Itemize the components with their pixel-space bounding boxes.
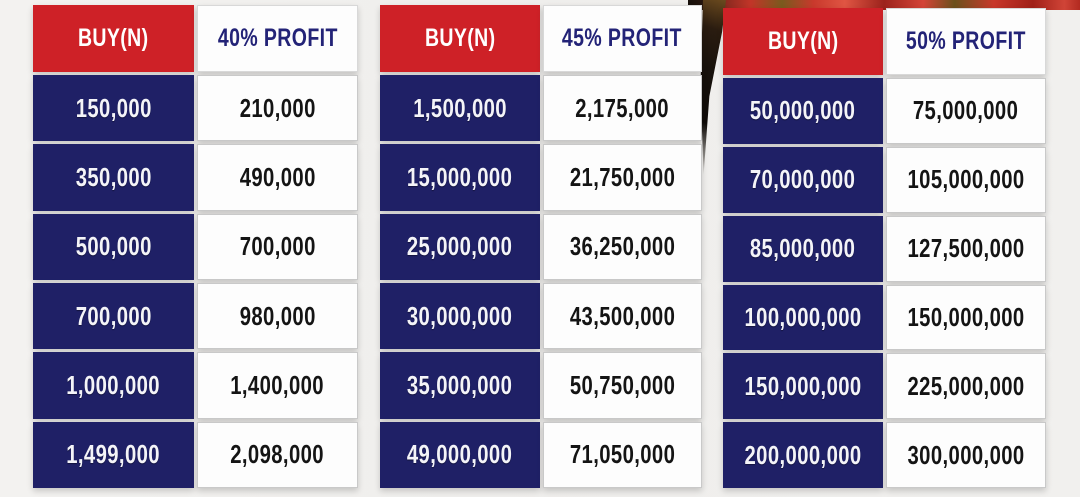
- profit-amount-cell: 50,750,000: [542, 352, 702, 419]
- buy-amount-cell: 70,000,000: [723, 146, 883, 213]
- profit-amount-cell: 150,000,000: [886, 284, 1046, 351]
- buy-amount-cell: 25,000,000: [380, 213, 540, 280]
- buy-amount-cell: 35,000,000: [380, 352, 540, 419]
- profit-table-40: BUY(N) 40% PROFIT 150,000 210,000 350,00…: [33, 5, 358, 488]
- buy-amount-cell: 150,000: [33, 75, 194, 142]
- background-photo-strip: [688, 0, 1080, 10]
- profit-table-45: BUY(N) 45% PROFIT 1,500,000 2,175,000 15…: [380, 5, 702, 488]
- profit-amount-cell: 225,000,000: [886, 353, 1046, 420]
- profit-amount-cell: 43,500,000: [542, 283, 702, 350]
- buy-amount-cell: 1,499,000: [33, 421, 194, 488]
- profit-amount-cell: 75,000,000: [886, 78, 1046, 144]
- profit-amount-cell: 127,500,000: [886, 215, 1046, 282]
- buy-amount-cell: 100,000,000: [723, 284, 883, 351]
- profit-amount-cell: 1,400,000: [197, 352, 358, 419]
- buy-amount-cell: 150,000,000: [723, 353, 883, 420]
- buy-header-cell: BUY(N): [723, 8, 883, 75]
- profit-amount-cell: 490,000: [197, 144, 358, 211]
- buy-header-cell: BUY(N): [380, 5, 540, 72]
- buy-amount-cell: 50,000,000: [723, 78, 883, 144]
- profit-amount-cell: 980,000: [197, 283, 358, 350]
- buy-amount-cell: 350,000: [33, 144, 194, 211]
- profit-header-cell: 45% PROFIT: [542, 5, 702, 72]
- profit-amount-cell: 700,000: [197, 213, 358, 280]
- profit-amount-cell: 2,098,000: [197, 421, 358, 488]
- profit-header-cell: 50% PROFIT: [886, 8, 1046, 75]
- profit-amount-cell: 21,750,000: [542, 144, 702, 211]
- buy-amount-cell: 200,000,000: [723, 422, 883, 488]
- buy-header-cell: BUY(N): [33, 5, 194, 72]
- profit-amount-cell: 36,250,000: [542, 213, 702, 280]
- buy-amount-cell: 1,500,000: [380, 75, 540, 142]
- profit-amount-cell: 2,175,000: [542, 75, 702, 142]
- profit-amount-cell: 210,000: [197, 75, 358, 142]
- buy-amount-cell: 1,000,000: [33, 352, 194, 419]
- profit-amount-cell: 300,000,000: [886, 422, 1046, 488]
- buy-amount-cell: 30,000,000: [380, 283, 540, 350]
- buy-amount-cell: 15,000,000: [380, 144, 540, 211]
- profit-amount-cell: 71,050,000: [542, 421, 702, 488]
- buy-amount-cell: 500,000: [33, 213, 194, 280]
- profit-amount-cell: 105,000,000: [886, 146, 1046, 213]
- buy-amount-cell: 85,000,000: [723, 215, 883, 282]
- buy-amount-cell: 700,000: [33, 283, 194, 350]
- buy-amount-cell: 49,000,000: [380, 421, 540, 488]
- profit-header-cell: 40% PROFIT: [197, 5, 358, 72]
- profit-table-50: BUY(N) 50% PROFIT 50,000,000 75,000,000 …: [723, 8, 1046, 488]
